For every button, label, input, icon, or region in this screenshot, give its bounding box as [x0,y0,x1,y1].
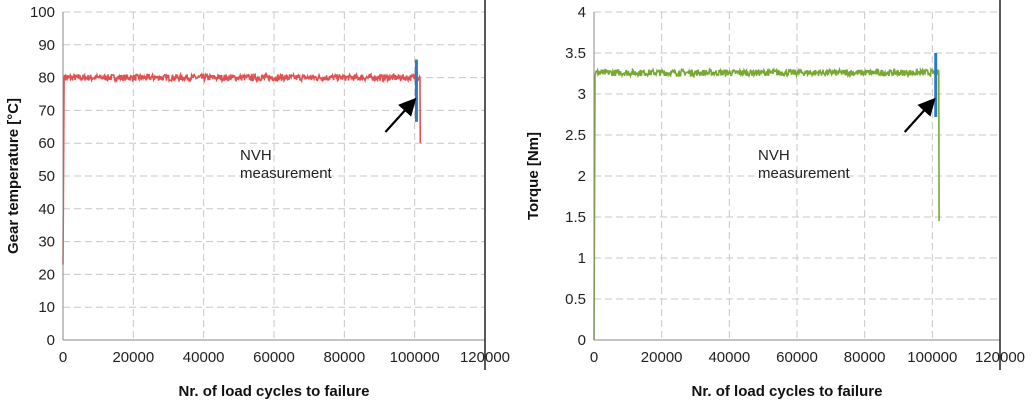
y-tick-label: 60 [38,135,55,152]
y-tick-label: 3.5 [565,45,586,62]
annotation-line1: NVH [758,147,790,164]
y-tick-label: 70 [38,102,55,119]
annotation-line1: NVH [240,147,272,164]
annotation-arrow [903,97,936,133]
y-tick-label: 80 [38,70,55,87]
x-tick-label: 100000 [390,349,440,366]
x-tick-label: 60000 [776,349,818,366]
y-tick-label: 2 [578,168,586,185]
y-tick-label: 1.5 [565,209,586,226]
x-axis-label: Nr. of load cycles to failure [692,383,883,400]
y-tick-label: 2.5 [565,127,586,144]
y-tick-label: 3 [578,86,586,103]
annotation-line2: measurement [240,165,333,182]
x-tick-label: 20000 [112,349,154,366]
y-tick-label: 100 [30,4,55,21]
y-axis-label: Gear temperature [°C] [5,98,22,254]
x-tick-label: 80000 [844,349,886,366]
x-tick-label: 60000 [253,349,295,366]
series-line-1 [62,71,422,265]
series-line-1 [593,66,940,341]
x-tick-label: 80000 [323,349,365,366]
annotation-line2: measurement [758,165,851,182]
x-tick-label: 20000 [641,349,683,366]
y-tick-label: 20 [38,266,55,283]
y-tick-label: 30 [38,234,55,251]
y-tick-label: 0.5 [565,291,586,308]
y-tick-label: 50 [38,168,55,185]
chart-2: 0 0.5 1 1.5 2 2.5 3 3.5 4 0 20000 40000 60000 80000 10… [525,0,1025,400]
y-tick-label: 0 [47,332,55,349]
x-tick-label: 40000 [183,349,225,366]
y-tick-label: 10 [38,299,55,316]
x-axis-label: Nr. of load cycles to failure [179,383,370,400]
y-tick-label: 90 [38,37,55,54]
x-tick-label: 0 [590,349,598,366]
x-tick-label: 0 [59,349,67,366]
chart-1: 0 10 20 30 40 50 60 70 80 90 100 0 20000 40000 60000 80… [5,0,510,400]
y-tick-label: 40 [38,201,55,218]
annotation-arrow [384,97,417,133]
x-tick-label: 40000 [708,349,750,366]
y-axis-label: Torque [Nm] [525,132,542,220]
y-tick-label: 1 [578,250,586,267]
y-tick-label: 0 [578,332,586,349]
x-tick-label: 100000 [907,349,957,366]
y-tick-label: 4 [578,4,586,21]
